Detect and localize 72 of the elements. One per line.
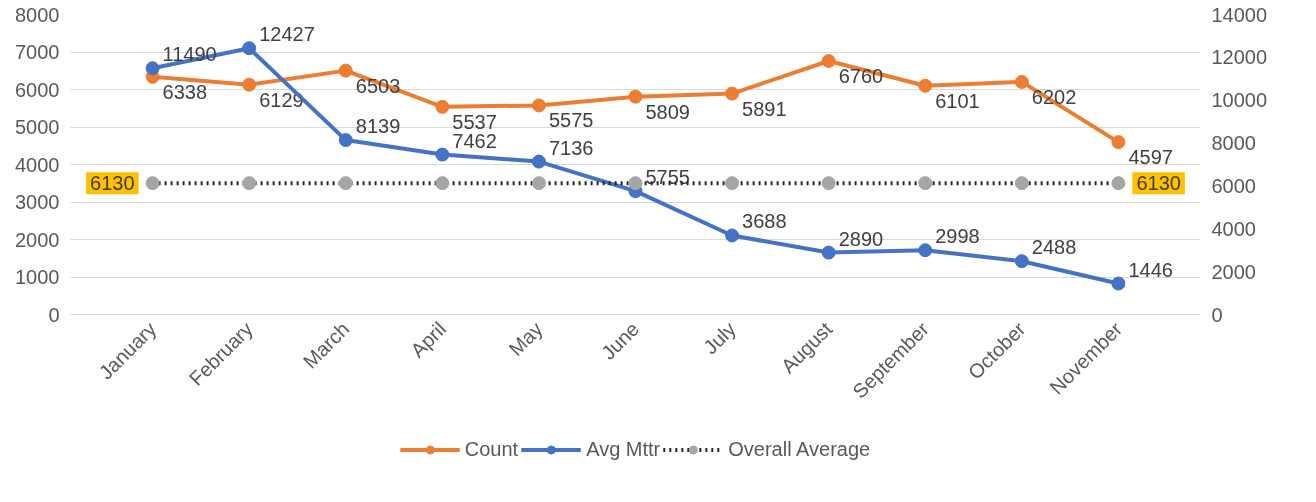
data-label: 2488 — [1031, 236, 1077, 259]
y2-tick-label: 10000 — [1211, 89, 1268, 112]
point — [1014, 74, 1029, 89]
point — [628, 176, 643, 191]
point — [1111, 176, 1126, 191]
point — [242, 176, 257, 191]
point — [821, 245, 836, 260]
y-tick-label: 8000 — [15, 3, 60, 26]
y-tick-label: 3000 — [15, 191, 60, 213]
x-tick-label: July — [699, 317, 740, 359]
point — [531, 98, 546, 113]
legend-label: Overall Average — [728, 437, 871, 461]
point — [1111, 135, 1126, 150]
point — [918, 243, 933, 258]
data-label: 6130 — [90, 172, 135, 195]
y-tick-label: 0 — [48, 303, 60, 326]
y-tick-label: 7000 — [15, 41, 60, 63]
data-label: 5575 — [548, 109, 594, 132]
point — [628, 89, 643, 104]
y2-tick-label: 14000 — [1211, 3, 1268, 26]
data-label: 3688 — [742, 210, 787, 233]
y2-tick-label: 4000 — [1211, 217, 1256, 240]
legend-label: Count — [464, 437, 519, 461]
point — [918, 78, 933, 93]
x-tick-label: May — [504, 317, 547, 360]
y-tick-label: 5000 — [15, 116, 60, 138]
legend-label: Avg Mttr — [586, 437, 661, 461]
point — [145, 176, 160, 191]
point — [435, 176, 450, 191]
data-label: 5891 — [742, 97, 787, 120]
point — [338, 63, 353, 78]
point — [1014, 254, 1029, 269]
point — [242, 77, 257, 92]
point — [435, 147, 450, 162]
data-label: 5809 — [645, 100, 690, 123]
data-label: 6101 — [935, 89, 980, 112]
data-label: 8139 — [355, 115, 401, 138]
point — [918, 176, 933, 191]
point — [1111, 276, 1126, 291]
data-label: 6760 — [838, 65, 884, 87]
y2-tick-label: 6000 — [1211, 174, 1256, 197]
data-label: 6338 — [162, 80, 208, 103]
data-label: 5755 — [645, 166, 690, 189]
point — [145, 61, 160, 76]
y2-tick-label: 8000 — [1211, 132, 1256, 155]
point — [338, 176, 353, 191]
point — [531, 176, 546, 191]
y2-tick-label: 2000 — [1211, 260, 1256, 283]
point — [435, 99, 450, 114]
point — [725, 176, 740, 191]
point — [725, 86, 740, 101]
point — [531, 154, 546, 169]
data-label: 2998 — [935, 225, 980, 248]
data-label: 11490 — [162, 43, 217, 66]
point — [821, 176, 836, 191]
data-label: 2890 — [838, 227, 884, 250]
data-label: 12427 — [259, 23, 315, 46]
y-tick-label: 2000 — [15, 228, 60, 251]
y2-tick-label: 0 — [1211, 303, 1223, 326]
point — [242, 41, 257, 56]
y-tick-label: 4000 — [15, 153, 60, 176]
point — [821, 54, 836, 68]
point — [725, 228, 740, 243]
data-label: 4597 — [1128, 146, 1173, 169]
y-tick-label: 6000 — [15, 78, 60, 101]
point — [1014, 176, 1029, 191]
point — [338, 133, 353, 148]
y-tick-label: 1000 — [15, 266, 60, 288]
data-label: 1446 — [1128, 258, 1173, 281]
data-label: 7136 — [548, 136, 594, 159]
y2-tick-label: 12000 — [1211, 46, 1268, 69]
data-label: 6130 — [1136, 172, 1181, 195]
